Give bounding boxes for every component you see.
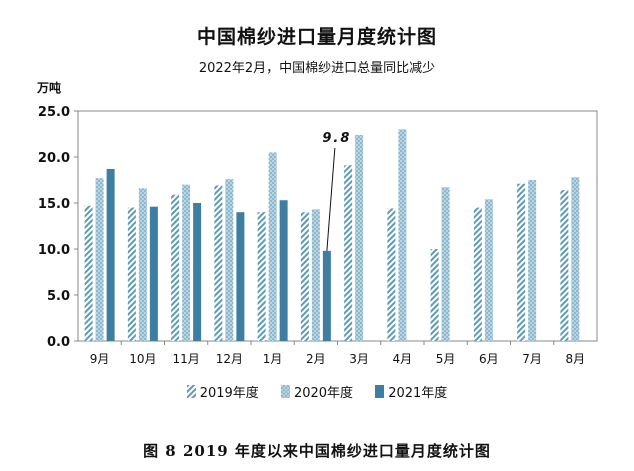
bar-2020: [138, 188, 147, 341]
legend-label-2019: 2019年度: [199, 386, 259, 401]
y-tick-label: 25.0: [38, 105, 70, 120]
bar-2020: [268, 152, 277, 341]
x-tick-label: 8月: [566, 352, 586, 366]
x-tick-label: 3月: [349, 352, 369, 366]
bar-2020: [398, 129, 407, 341]
bar-2019: [171, 194, 180, 341]
bar-2020: [441, 187, 450, 341]
legend-item-2021: 2021年度: [375, 382, 447, 401]
bar-2019: [430, 249, 439, 341]
bar-2020: [528, 180, 537, 341]
x-tick-label: 6月: [479, 352, 499, 366]
y-tick-label: 0.0: [47, 335, 70, 350]
legend-swatch-2021: [375, 385, 385, 398]
bar-2021: [279, 200, 288, 341]
y-axis-unit-label: 万吨: [37, 81, 62, 95]
bar-2020: [355, 134, 364, 341]
bar-2020: [571, 177, 580, 341]
bar-2020: [311, 209, 320, 341]
bar-2019: [387, 208, 396, 341]
chart-subtitle: 2022年2月，中国棉纱进口总量同比减少: [198, 61, 436, 76]
bar-2021: [322, 250, 331, 341]
bar-2019: [257, 212, 266, 341]
bar-2020: [182, 184, 191, 341]
bar-2020: [95, 178, 104, 341]
legend-swatch-2020: [280, 385, 290, 398]
y-tick-label: 20.0: [38, 151, 70, 166]
bar-2021: [236, 212, 245, 341]
x-tick-label: 4月: [393, 352, 413, 366]
x-tick-label: 7月: [522, 352, 542, 366]
x-tick-label: 1月: [263, 352, 283, 366]
figure-caption: 图 8 2019 年度以来中国棉纱进口量月度统计图: [143, 442, 491, 460]
y-tick-label: 5.0: [47, 289, 70, 304]
legend-label-2021: 2021年度: [388, 386, 448, 401]
bar-2021: [193, 203, 202, 341]
bar-2019: [560, 190, 569, 341]
y-tick-label: 15.0: [38, 197, 70, 212]
legend-swatch-2019: [186, 385, 196, 398]
legend-item-2020: 2020年度: [280, 382, 354, 401]
bar-2019: [344, 165, 353, 341]
bar-2019: [517, 183, 526, 341]
x-tick-label: 2月: [306, 352, 326, 366]
bar-2021: [106, 168, 115, 341]
bar-2019: [473, 207, 482, 341]
x-tick-label: 11月: [172, 352, 199, 366]
bar-2020: [225, 179, 234, 341]
x-tick-label: 10月: [129, 352, 156, 366]
bar-2019: [84, 205, 93, 341]
x-tick-label: 12月: [216, 352, 243, 366]
chart-legend: 2019年度 2020年度 2021年度: [0, 382, 634, 402]
bar-2020: [484, 199, 493, 341]
y-tick-label: 10.0: [38, 243, 70, 258]
x-tick-label: 5月: [436, 352, 456, 366]
annotation-leader-line: [326, 147, 336, 251]
legend-label-2020: 2020年度: [293, 386, 354, 401]
bar-2021: [149, 206, 158, 341]
bar-2019: [214, 185, 223, 341]
legend-item-2019: 2019年度: [186, 382, 259, 401]
x-tick-label: 9月: [90, 352, 110, 366]
chart-title: 中国棉纱进口量月度统计图: [196, 26, 437, 48]
bar-2019: [127, 207, 136, 341]
bar-2019: [300, 212, 309, 341]
annotation-label: 9.8: [322, 131, 351, 146]
